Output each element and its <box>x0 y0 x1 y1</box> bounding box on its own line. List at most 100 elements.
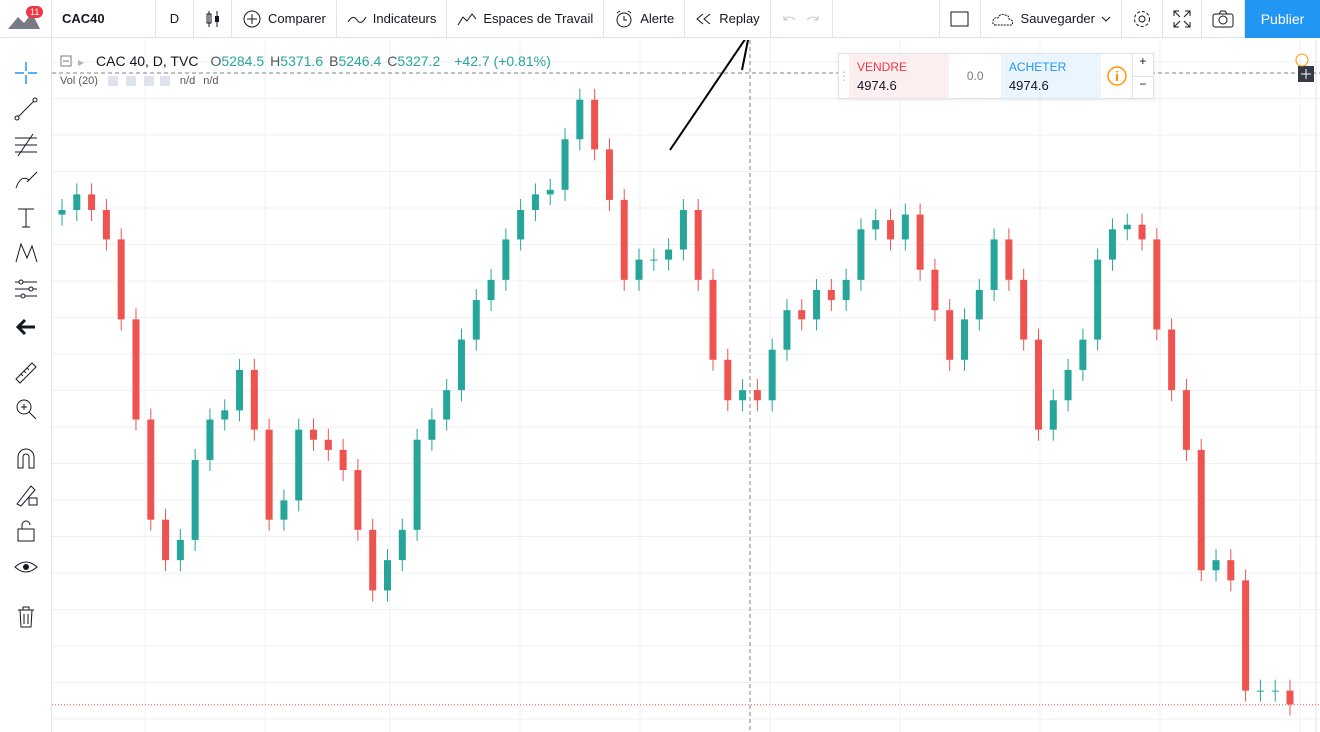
legend: CAC 40, D, TVC O 5284.5 H 5371.6 B 5246.4 C 532… <box>60 53 551 69</box>
top-toolbar: 11 CAC40 D Comparer Indicateurs Espaces … <box>0 0 1320 38</box>
button-label: Sauvegarder <box>1020 11 1095 26</box>
button-label: Espaces de Travail <box>483 11 594 26</box>
candle-body <box>250 369 258 430</box>
button-label: Indicateurs <box>372 11 437 26</box>
alert-button[interactable]: Alerte <box>604 0 686 38</box>
zoom-tool[interactable] <box>13 396 39 422</box>
candle-body <box>561 139 569 190</box>
trash-tool[interactable] <box>13 604 39 630</box>
publish-button[interactable]: Publier <box>1245 0 1320 38</box>
candle-body <box>887 220 895 240</box>
info-button[interactable] <box>1101 54 1131 98</box>
camera-icon <box>1212 10 1234 27</box>
candle-body <box>546 189 554 195</box>
candle-body <box>280 500 288 520</box>
fullscreen-button[interactable] <box>1163 0 1202 38</box>
candle-body <box>1020 279 1028 340</box>
candle-body <box>783 310 791 350</box>
crosshair-tool[interactable] <box>13 60 39 86</box>
candle-body <box>102 210 110 240</box>
button-label: Replay <box>719 11 760 26</box>
ohlc-value: 5327.2 <box>397 53 441 69</box>
candle-body <box>724 359 732 401</box>
volume-value: n/d <box>203 75 219 87</box>
candle-body <box>1271 690 1279 692</box>
candle-body <box>1182 390 1190 450</box>
candle-body <box>383 560 391 591</box>
prediction-tool[interactable] <box>13 276 39 302</box>
alarm-icon <box>616 10 632 27</box>
candle-body <box>428 419 436 440</box>
drag-handle[interactable]: ⋮ <box>838 69 850 83</box>
ohlc-values: O 5284.5 H 5371.6 B 5246.4 C 5327.2 <box>204 53 440 69</box>
candle-body <box>916 214 924 270</box>
candle-body <box>132 319 140 420</box>
lock-tool[interactable] <box>13 518 39 544</box>
candle-body <box>265 429 273 520</box>
gear-icon <box>1134 10 1150 27</box>
quantity-controls: + − <box>1131 54 1153 98</box>
candle-body <box>1212 560 1220 571</box>
candle-body <box>1242 580 1250 691</box>
back-tool[interactable] <box>13 314 39 340</box>
candle-body <box>58 210 66 215</box>
trendline-tool[interactable] <box>13 96 39 122</box>
compare-button[interactable]: Comparer <box>232 0 337 38</box>
chart <box>52 40 1320 732</box>
candle-body <box>739 390 747 401</box>
chart-style[interactable] <box>194 0 232 38</box>
snapshot-button[interactable] <box>1202 0 1245 38</box>
candle-body <box>620 199 628 280</box>
undo-redo[interactable] <box>771 0 833 38</box>
buy-label: ACHETER <box>1008 59 1067 74</box>
candle-body <box>857 229 865 280</box>
candle-body <box>310 429 318 440</box>
pattern-tool[interactable] <box>13 240 39 266</box>
candle-body <box>975 289 983 320</box>
interval[interactable]: D <box>156 0 194 38</box>
workspaces-button[interactable]: Espaces de Travail <box>447 0 605 38</box>
logo[interactable]: 11 <box>0 0 52 38</box>
lock-draw-tool[interactable] <box>13 482 39 508</box>
save-button[interactable]: Sauvegarder <box>981 0 1122 38</box>
candle-body <box>1153 239 1161 330</box>
volume-controls[interactable] <box>106 75 172 87</box>
annotation-arrow <box>669 40 746 151</box>
plus-button[interactable]: + <box>1132 54 1153 77</box>
candle-body <box>946 310 954 360</box>
fib-tool[interactable] <box>13 132 39 158</box>
interval-label: D <box>169 11 180 26</box>
candle-body <box>1064 369 1072 401</box>
symbol-search[interactable]: CAC40 <box>52 0 156 38</box>
info-icon <box>1106 66 1127 86</box>
candle-body <box>147 419 155 520</box>
candle-body <box>1108 229 1116 260</box>
candle-body <box>1034 339 1042 430</box>
buy-button[interactable]: ACHETER 4974.6 <box>1000 54 1102 98</box>
candle-body <box>176 539 184 561</box>
candle-body <box>398 529 406 561</box>
magnet-tool[interactable] <box>13 446 39 472</box>
caret <box>1101 16 1111 22</box>
candle-body <box>457 339 465 391</box>
candle-body <box>1197 449 1205 571</box>
candle-body <box>339 449 347 471</box>
legend-controls[interactable] <box>60 54 90 68</box>
sell-button[interactable]: VENDRE 4974.6 <box>849 54 950 98</box>
candle-body <box>354 470 362 530</box>
text-tool[interactable] <box>13 204 39 230</box>
visibility-tool[interactable] <box>13 554 39 580</box>
candle-body <box>1123 224 1131 230</box>
layout-button[interactable] <box>938 0 981 38</box>
replay-button[interactable]: Replay <box>685 0 771 38</box>
candle-body <box>990 239 998 290</box>
ruler-tool[interactable] <box>13 360 39 386</box>
spread: 0.0 <box>949 54 1000 98</box>
brush-tool[interactable] <box>13 168 39 194</box>
candle-body <box>827 289 835 301</box>
indicators-button[interactable]: Indicateurs <box>337 0 448 38</box>
settings-button[interactable] <box>1122 0 1163 38</box>
ohlc-value: 5246.4 <box>338 53 382 69</box>
minus-button[interactable]: − <box>1139 76 1147 91</box>
candle-body <box>1049 400 1057 430</box>
